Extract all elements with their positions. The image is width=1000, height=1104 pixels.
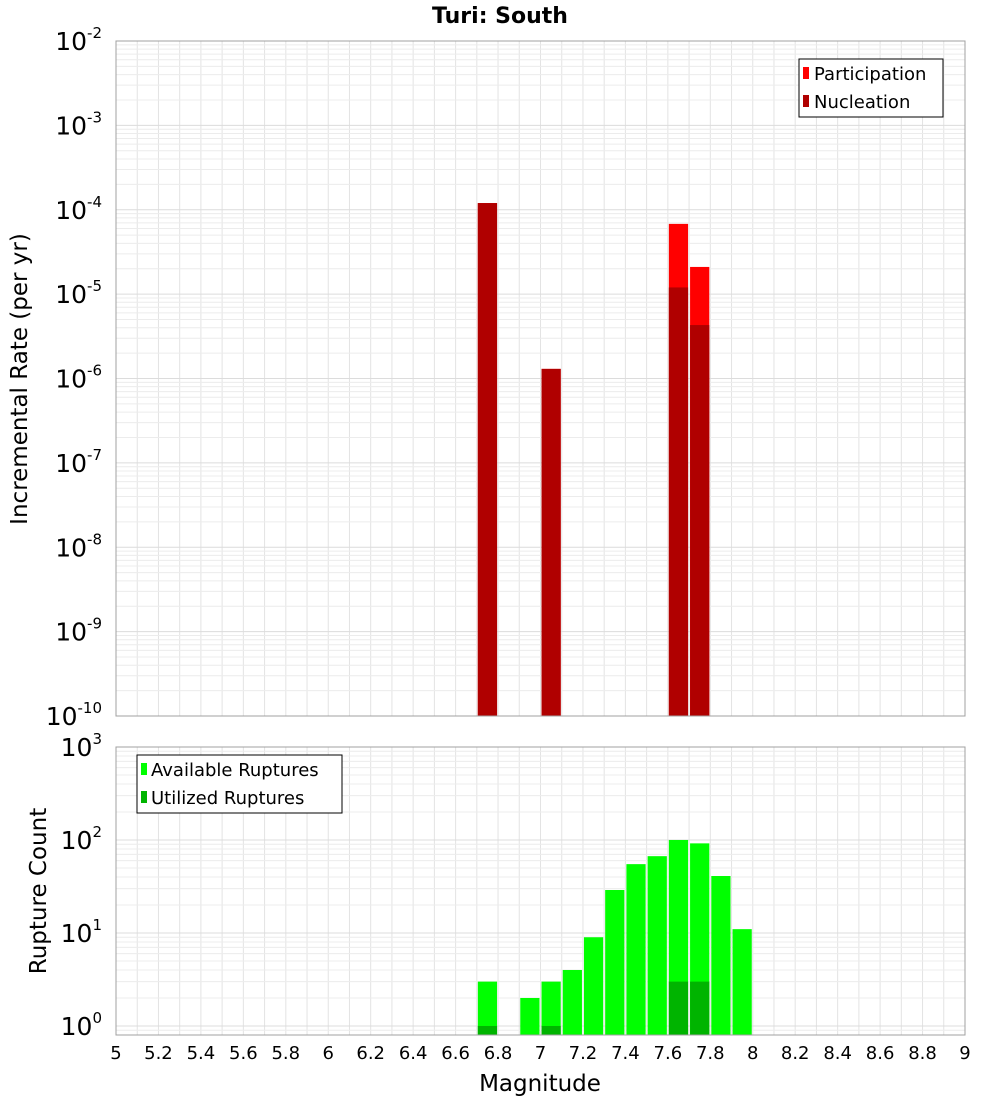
bottom-plot-frame	[115, 746, 966, 1036]
x-tick-label: 6.4	[399, 1043, 428, 1064]
bar-nucleation	[541, 368, 561, 716]
bar-available-ruptures	[477, 981, 498, 1035]
chart-title: Turi: South	[432, 4, 568, 29]
x-tick-label: 5.2	[144, 1043, 173, 1064]
bottom-legend: Available Ruptures Utilized Ruptures	[136, 754, 343, 814]
x-tick-label: 5.4	[187, 1043, 216, 1064]
bar-available-ruptures	[711, 876, 731, 1035]
bottom-bars	[477, 839, 752, 1035]
y-tick-label: 10-5	[55, 277, 102, 309]
x-tick-label: 5.8	[271, 1043, 300, 1064]
y-tick-label: 10-10	[46, 699, 102, 731]
y-tick-label: 101	[61, 916, 102, 948]
bar-available-ruptures	[541, 981, 561, 1035]
bar-utilized-ruptures	[690, 981, 710, 1035]
top-y-axis-label: Incremental Rate (per yr)	[7, 233, 33, 525]
x-tick-label: 7.8	[696, 1043, 725, 1064]
x-tick-label: 7.6	[654, 1043, 683, 1064]
bottom-y-tick-labels: 100 101 102 103	[61, 730, 102, 1041]
legend-swatch-nucleation	[803, 95, 809, 107]
x-tick-label: 7	[535, 1043, 546, 1064]
bottom-legend-box	[136, 754, 343, 814]
x-tick-label: 7.2	[569, 1043, 598, 1064]
y-tick-label: 100	[61, 1009, 102, 1041]
bottom-panel: 100 101 102 103 5 5.2 5.4 5.6 5.8 6 6.2 6.4 6.6 6.8 7…	[61, 730, 971, 1064]
y-tick-label: 10-3	[55, 108, 102, 140]
y-tick-label: 10-7	[55, 446, 102, 478]
bar-available-ruptures	[520, 997, 540, 1035]
bar-utilized-ruptures	[477, 1025, 498, 1035]
x-tick-label: 5.6	[229, 1043, 258, 1064]
y-tick-label: 10-4	[55, 193, 102, 225]
legend-swatch-available-ruptures	[141, 763, 147, 775]
top-plot-frame	[115, 40, 966, 717]
bar-available-ruptures	[647, 856, 667, 1035]
top-legend: Participation Nucleation	[798, 58, 944, 118]
x-tick-label: 5	[110, 1043, 121, 1064]
bar-available-ruptures	[562, 969, 582, 1035]
legend-label-participation: Participation	[814, 64, 926, 85]
y-tick-label: 10-9	[55, 615, 102, 647]
x-tick-label: 8.8	[908, 1043, 937, 1064]
x-tick-label: 6.8	[484, 1043, 513, 1064]
bar-available-ruptures	[626, 864, 646, 1035]
legend-label-utilized-ruptures: Utilized Ruptures	[151, 788, 304, 809]
y-tick-label: 10-8	[55, 530, 102, 562]
x-tick-label: 8	[747, 1043, 758, 1064]
bar-available-ruptures	[605, 889, 625, 1035]
y-tick-label: 102	[61, 823, 102, 855]
x-tick-label: 8.4	[823, 1043, 852, 1064]
top-legend-box	[798, 58, 944, 118]
x-tick-label: 7.4	[611, 1043, 640, 1064]
bottom-y-axis-label: Rupture Count	[26, 808, 52, 974]
top-gridlines	[116, 41, 965, 716]
y-tick-label: 10-2	[55, 24, 102, 56]
x-tick-label: 8.2	[781, 1043, 810, 1064]
bar-available-ruptures	[732, 929, 752, 1035]
bar-utilized-ruptures	[541, 1025, 561, 1035]
legend-label-available-ruptures: Available Ruptures	[151, 760, 319, 781]
bar-utilized-ruptures	[668, 981, 689, 1035]
x-axis-label: Magnitude	[479, 1071, 601, 1097]
x-tick-labels: 5 5.2 5.4 5.6 5.8 6 6.2 6.4 6.6 6.8 7 7.2 7.4 7.6 7.8 8…	[110, 1043, 970, 1064]
top-panel: 10-10 10-9 10-8 10-7 10-6 10-5 10-4 10-3 10-2 Pa…	[46, 24, 966, 731]
legend-swatch-participation	[803, 67, 809, 79]
x-tick-label: 6.2	[356, 1043, 385, 1064]
x-tick-label: 6.6	[441, 1043, 470, 1064]
bar-nucleation	[477, 203, 498, 716]
top-y-tick-labels: 10-10 10-9 10-8 10-7 10-6 10-5 10-4 10-3 10-2	[46, 24, 102, 731]
y-tick-label: 103	[61, 730, 102, 762]
x-tick-label: 8.6	[866, 1043, 895, 1064]
x-tick-label: 6	[323, 1043, 334, 1064]
bar-nucleation	[668, 287, 689, 716]
legend-swatch-utilized-ruptures	[141, 791, 147, 803]
bar-available-ruptures	[583, 937, 604, 1035]
x-tick-label: 9	[959, 1043, 970, 1064]
legend-label-nucleation: Nucleation	[814, 92, 910, 113]
y-tick-label: 10-6	[55, 362, 102, 394]
bar-nucleation	[690, 325, 710, 716]
top-bars	[477, 203, 710, 716]
